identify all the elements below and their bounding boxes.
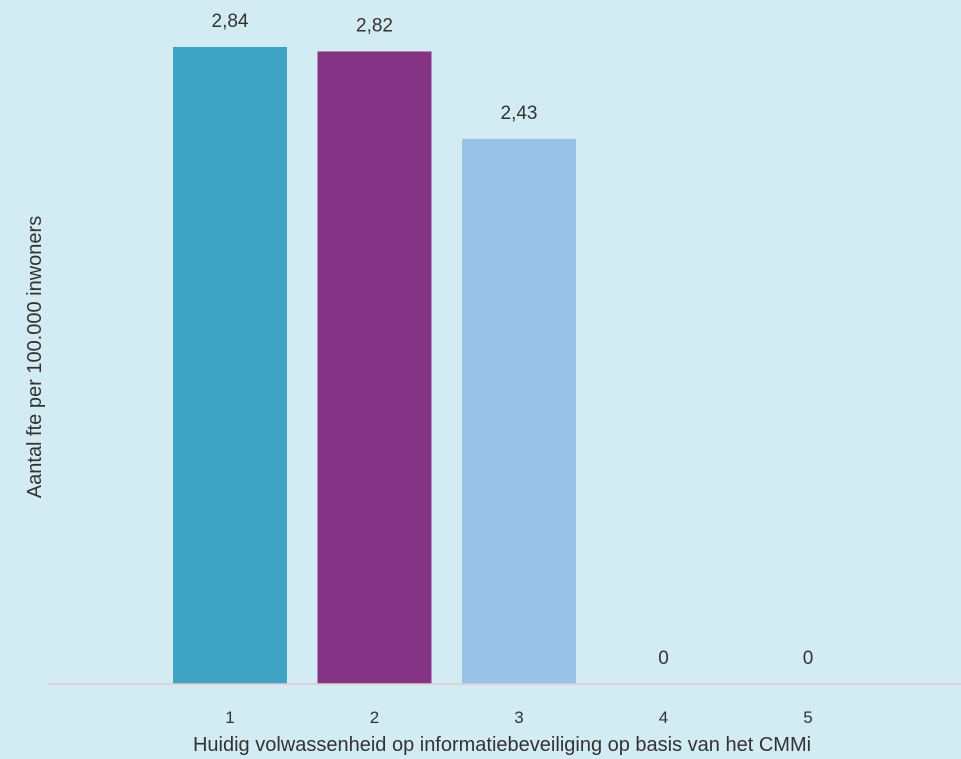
bar-3 [462, 138, 576, 685]
x-tick-label-1: 1 [225, 708, 234, 727]
value-label-2: 2,82 [356, 15, 393, 36]
x-axis-title: Huidig volwassenheid op informatiebeveil… [193, 734, 811, 756]
value-label-1: 2,84 [212, 11, 249, 32]
x-tick-label-4: 4 [659, 708, 668, 727]
x-tick-label-2: 2 [370, 708, 379, 727]
x-tick-label-3: 3 [514, 708, 523, 727]
x-tick-label-5: 5 [803, 708, 812, 727]
value-label-3: 2,43 [501, 103, 538, 124]
value-label-5: 0 [803, 648, 814, 669]
bar-2 [317, 51, 432, 684]
x-tick-labels-group: 1 2 3 4 5 [225, 708, 812, 727]
value-label-4: 0 [658, 648, 669, 669]
bar-1 [173, 46, 287, 685]
y-axis-title: Aantal fte per 100.000 inwoners [24, 216, 46, 498]
bars-group [173, 46, 576, 685]
value-labels-group: 2,84 2,82 2,43 0 0 [212, 11, 814, 669]
